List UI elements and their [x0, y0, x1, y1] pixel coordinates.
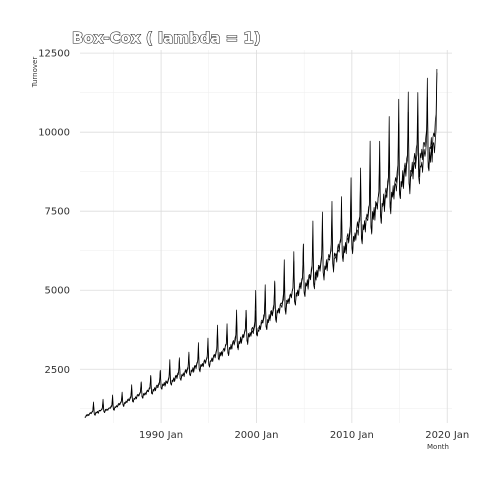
y-tick-label: 7500 [45, 207, 70, 218]
series-line [84, 68, 438, 418]
y-tick-label: 12500 [38, 49, 70, 60]
y-tick-label: 2500 [45, 365, 70, 376]
x-tick-label: 1990 Jan [139, 430, 183, 441]
x-tick-label: 2010 Jan [330, 430, 374, 441]
x-tick-label: 2020 Jan [425, 430, 469, 441]
x-axis-title: Month [427, 443, 449, 451]
grid [80, 50, 452, 423]
y-tick-label: 10000 [38, 128, 70, 139]
y-tick-label: 5000 [45, 286, 70, 297]
series-group [84, 68, 438, 418]
x-tick-label: 2000 Jan [234, 430, 278, 441]
x-axis-ticks: 1990 Jan 2000 Jan 2010 Jan 2020 Jan [139, 430, 469, 441]
y-axis-ticks: 2500 5000 7500 10000 12500 [38, 49, 70, 376]
chart-title: Box-Cox ( lambda = 1) [72, 29, 261, 47]
y-axis-title: Turnover [31, 57, 39, 89]
series-line [84, 72, 438, 418]
